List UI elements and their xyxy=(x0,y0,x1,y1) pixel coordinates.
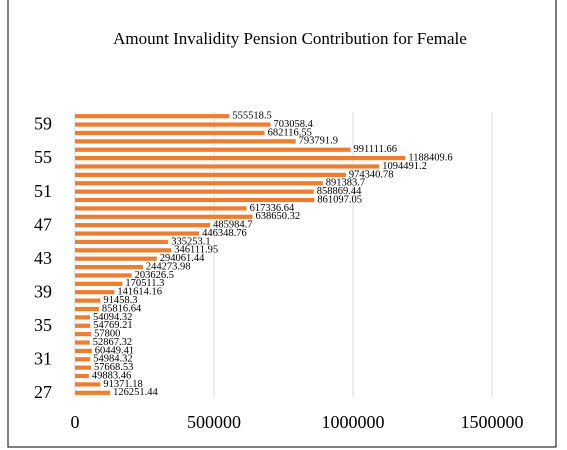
value-label: 52867.32 xyxy=(93,337,132,348)
bar xyxy=(75,256,157,261)
bar xyxy=(75,306,99,312)
y-tick-label: 39 xyxy=(34,281,52,301)
bar xyxy=(75,122,271,127)
bar xyxy=(75,164,380,169)
y-tick-label: 31 xyxy=(34,348,52,368)
y-tick-label: 59 xyxy=(34,114,52,134)
value-label: 346111.95 xyxy=(174,245,218,256)
x-tick-label: 1000000 xyxy=(322,412,385,432)
value-label: 485984.7 xyxy=(213,220,252,231)
value-label: 682116.55 xyxy=(268,127,312,138)
value-label: 974340.78 xyxy=(349,169,394,180)
value-label: 126251.44 xyxy=(113,387,158,398)
bar xyxy=(75,139,296,144)
value-label: 638650.32 xyxy=(256,211,301,222)
value-label: 141614.16 xyxy=(117,287,162,298)
value-label: 703058.4 xyxy=(273,119,313,130)
value-label: 446348.76 xyxy=(202,228,247,239)
bar xyxy=(75,181,323,186)
bar xyxy=(75,114,230,119)
value-label: 891383.7 xyxy=(326,178,365,189)
bar xyxy=(75,315,91,320)
bar xyxy=(75,298,101,303)
value-label: 49883.46 xyxy=(92,370,131,381)
bar xyxy=(75,290,115,295)
value-label: 54984.32 xyxy=(93,354,132,365)
bar xyxy=(75,231,200,236)
bar xyxy=(75,373,89,379)
bar xyxy=(75,147,351,152)
bar xyxy=(75,206,247,211)
bar xyxy=(75,156,406,161)
y-tick-label: 51 xyxy=(34,181,52,201)
value-label: 793791.9 xyxy=(299,136,338,147)
bar xyxy=(75,332,92,337)
bar xyxy=(75,340,90,345)
value-label: 617336.64 xyxy=(250,203,295,214)
value-label: 244273.98 xyxy=(146,261,191,272)
bar xyxy=(75,382,101,387)
value-label: 294061.44 xyxy=(160,253,205,264)
value-label: 91458.3 xyxy=(103,295,137,306)
value-label: 861097.05 xyxy=(317,194,362,205)
bar xyxy=(75,365,92,370)
x-tick-label: 500000 xyxy=(187,412,241,432)
value-label: 858869.44 xyxy=(317,186,362,197)
value-label: 335253.1 xyxy=(171,236,210,247)
value-label: 1188409.6 xyxy=(408,153,452,164)
value-label: 85816.64 xyxy=(102,303,142,314)
bar xyxy=(75,130,265,136)
value-label: 54094.32 xyxy=(93,312,132,323)
chart-title: Amount Invalidity Pension Contribution f… xyxy=(113,29,467,48)
bar xyxy=(75,189,314,194)
bar xyxy=(75,390,111,395)
value-label: 54769.21 xyxy=(93,320,132,331)
value-label: 57800 xyxy=(94,329,120,340)
value-label: 60449.41 xyxy=(95,345,134,356)
value-label: 57668.53 xyxy=(94,362,133,373)
y-tick-label: 27 xyxy=(34,382,52,402)
bar xyxy=(75,264,143,270)
bar xyxy=(75,357,91,362)
bar xyxy=(75,223,211,228)
bar xyxy=(75,248,172,253)
value-label: 991111.66 xyxy=(354,144,397,155)
bar xyxy=(75,239,169,245)
bar xyxy=(75,197,315,203)
x-tick-label: 0 xyxy=(71,412,80,432)
y-tick-label: 35 xyxy=(34,315,52,335)
bar xyxy=(75,172,346,177)
value-label: 203626.5 xyxy=(135,270,174,281)
bar xyxy=(75,348,92,353)
y-tick-label: 55 xyxy=(34,147,52,167)
bar xyxy=(75,323,91,328)
value-label: 555518.5 xyxy=(232,111,271,122)
value-label: 91371.18 xyxy=(103,379,142,390)
bar xyxy=(75,273,132,278)
x-tick-label: 1500000 xyxy=(461,412,524,432)
value-label: 170511.3 xyxy=(125,278,164,289)
value-label: 1094491.2 xyxy=(382,161,427,172)
y-tick-label: 47 xyxy=(34,214,52,234)
bar xyxy=(75,281,123,286)
chart-border xyxy=(7,0,557,448)
y-tick-label: 43 xyxy=(34,248,52,268)
bar xyxy=(75,214,253,219)
